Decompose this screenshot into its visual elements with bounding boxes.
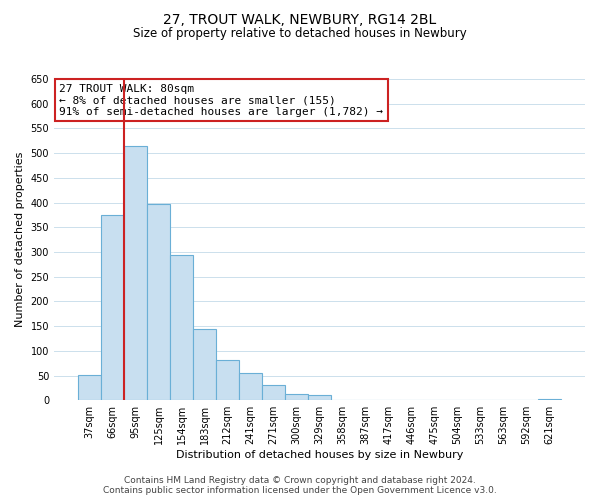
Bar [147,204,170,400]
Text: 27, TROUT WALK, NEWBURY, RG14 2BL: 27, TROUT WALK, NEWBURY, RG14 2BL [163,12,437,26]
Bar [101,215,124,400]
Bar [216,360,239,400]
Bar [262,386,285,400]
Bar [538,398,561,400]
X-axis label: Distribution of detached houses by size in Newbury: Distribution of detached houses by size … [176,450,463,460]
Text: 27 TROUT WALK: 80sqm
← 8% of detached houses are smaller (155)
91% of semi-detac: 27 TROUT WALK: 80sqm ← 8% of detached ho… [59,84,383,117]
Bar [124,146,147,400]
Bar [239,373,262,400]
Bar [285,394,308,400]
Text: Size of property relative to detached houses in Newbury: Size of property relative to detached ho… [133,28,467,40]
Bar [193,328,216,400]
Y-axis label: Number of detached properties: Number of detached properties [15,152,25,328]
Text: Contains HM Land Registry data © Crown copyright and database right 2024.
Contai: Contains HM Land Registry data © Crown c… [103,476,497,495]
Bar [78,374,101,400]
Bar [170,256,193,400]
Bar [308,396,331,400]
